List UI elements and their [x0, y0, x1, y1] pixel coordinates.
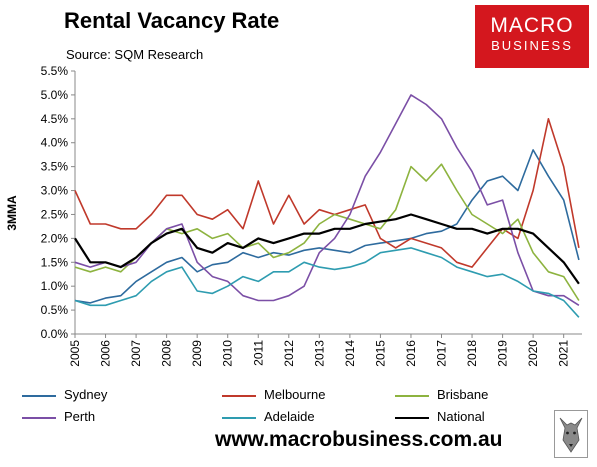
y-tick-label: 2.5% [41, 207, 69, 221]
macrobusiness-logo: MACRO BUSINESS [475, 5, 589, 68]
series-line-perth [74, 94, 580, 306]
legend-swatch-adelaide [222, 417, 256, 419]
x-tick-label: 2019 [496, 340, 510, 367]
series-line-sydney [74, 149, 580, 304]
x-tick-label: 2016 [404, 340, 418, 367]
legend-swatch-national [395, 417, 429, 419]
logo-line-2: BUSINESS [491, 38, 573, 53]
x-tick-label: 2006 [99, 340, 113, 367]
line-chart: 0.0% 0.5% 1.0% 1.5% 2.0% 2.5% 3.0% 3.5% 4.0% 4.5%… [41, 64, 582, 367]
y-tick-label: 4.5% [41, 112, 69, 126]
chart-source: Source: SQM Research [66, 47, 204, 62]
legend-swatch-sydney [22, 395, 56, 397]
series-line-national [74, 213, 580, 285]
legend-label-perth: Perth [64, 409, 96, 424]
y-tick-label: 3.5% [41, 160, 69, 174]
y-tick-label: 0.0% [41, 327, 69, 341]
x-tick-label: 2018 [465, 340, 479, 367]
y-tick-label: 4.0% [41, 136, 69, 150]
x-tick-label: 2007 [129, 340, 143, 367]
x-tick-label: 2015 [373, 340, 387, 367]
legend-swatch-perth [22, 417, 56, 419]
x-tick-label: 2005 [68, 340, 82, 367]
y-tick-label: 0.5% [41, 303, 69, 317]
wolf-icon [554, 410, 588, 458]
y-tick-label: 5.5% [41, 64, 69, 78]
x-tick-label: 2013 [312, 340, 326, 367]
legend-swatch-brisbane [395, 395, 429, 397]
x-tick-label: 2009 [190, 340, 204, 367]
chart-title: Rental Vacancy Rate [64, 8, 280, 33]
x-tick-label: 2020 [526, 340, 540, 367]
x-tick-label: 2010 [221, 340, 235, 367]
logo-line-1: MACRO [490, 14, 574, 37]
x-tick-label: 2017 [435, 340, 449, 367]
x-tick-label: 2021 [557, 340, 571, 367]
series-line-melbourne [74, 118, 580, 268]
legend-label-adelaide: Adelaide [264, 409, 315, 424]
chart-legend: Sydney Melbourne Brisbane Perth Adelaide… [0, 383, 597, 433]
y-tick-label: 5.0% [41, 88, 69, 102]
legend-label-national: National [437, 409, 485, 424]
legend-label-brisbane: Brisbane [437, 387, 489, 402]
y-tick-label: 1.5% [41, 255, 69, 269]
x-tick-label: 2011 [251, 340, 265, 366]
y-tick-label: 1.0% [41, 279, 69, 293]
site-url: www.macrobusiness.com.au [215, 428, 503, 451]
y-tick-label: 3.0% [41, 184, 69, 198]
series-line-adelaide [74, 247, 580, 318]
x-tick-label: 2014 [343, 340, 357, 367]
x-tick-label: 2012 [282, 340, 296, 367]
legend-label-sydney: Sydney [64, 387, 108, 402]
x-tick-label: 2008 [160, 340, 174, 367]
y-tick-label: 2.0% [41, 231, 69, 245]
legend-label-melbourne: Melbourne [264, 387, 326, 402]
legend-swatch-melbourne [222, 395, 256, 397]
